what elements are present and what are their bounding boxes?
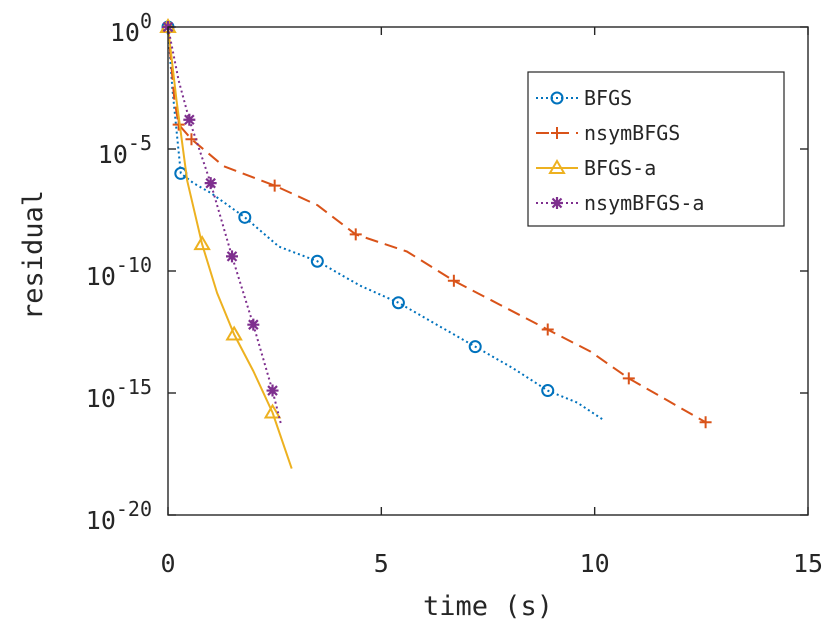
legend-marker <box>550 91 564 105</box>
series-marker <box>204 177 217 190</box>
series-marker <box>226 250 238 263</box>
series-marker <box>349 228 362 241</box>
x-tick-label: 0 <box>160 549 175 578</box>
legend-label: nsymBFGS-a <box>584 191 704 215</box>
series-marker <box>699 416 712 429</box>
legend: BFGS nsymBFGS BFGS-a nsymBFGS-a <box>527 71 785 227</box>
y-tick-label: 10-10 <box>86 253 152 291</box>
legend-marker <box>551 197 563 209</box>
series-marker <box>541 384 555 398</box>
series-layer <box>159 18 712 469</box>
series-marker <box>468 340 482 354</box>
legend-label: BFGS-a <box>584 156 656 180</box>
series-marker <box>183 113 196 126</box>
series-marker <box>225 325 243 341</box>
x-tick-label: 10 <box>580 549 610 578</box>
series-marker <box>447 274 460 287</box>
x-axis-label: time (s) <box>423 591 553 622</box>
series-line <box>167 26 707 424</box>
series-4 <box>162 21 283 425</box>
legend-label: nsymBFGS <box>584 121 680 145</box>
x-tick-label: 5 <box>374 549 389 578</box>
x-tick-label: 15 <box>793 549 823 578</box>
series-marker <box>247 318 260 331</box>
y-axis-label: residual <box>18 190 49 320</box>
y-tick-label: 100 <box>110 9 152 47</box>
legend-marker <box>548 159 566 174</box>
series-marker <box>266 384 279 397</box>
series-marker <box>263 403 282 419</box>
series-marker <box>238 210 252 224</box>
y-tick-label: 10-5 <box>98 131 152 169</box>
legend-marker <box>551 127 563 139</box>
series-line <box>167 26 283 425</box>
series-marker <box>193 235 211 251</box>
series-marker <box>622 372 635 385</box>
y-tick-label: 10-15 <box>86 375 152 413</box>
series-marker <box>541 323 554 336</box>
axes-layer: 0 5 10 15 100 10-5 10-10 10-15 10-20 <box>86 9 823 578</box>
series-marker <box>310 254 324 268</box>
legend-box <box>527 71 785 227</box>
legend-label: BFGS <box>584 86 632 110</box>
y-tick-label: 10-20 <box>86 497 152 535</box>
series-line <box>167 26 293 469</box>
series-marker <box>391 296 405 310</box>
series-marker <box>268 179 281 192</box>
